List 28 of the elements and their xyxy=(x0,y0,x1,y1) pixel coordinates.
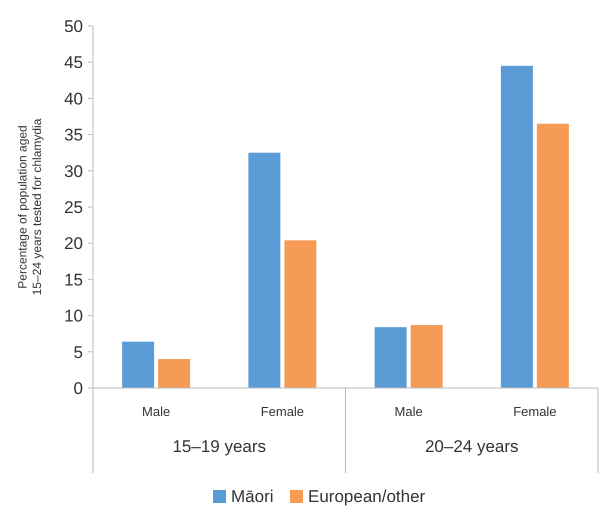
y-tick-label: 20 xyxy=(64,234,83,254)
y-tick-label: 0 xyxy=(74,378,83,398)
bar xyxy=(410,325,443,388)
text: 20–24 years xyxy=(424,437,519,456)
bar xyxy=(536,124,569,388)
y-tick-label: 15 xyxy=(64,270,83,290)
y-axis-title: Percentage of population aged 15–24 years tested for chlamydia xyxy=(15,118,44,296)
x-tick-label: Male xyxy=(394,404,423,419)
y-tick-label: 30 xyxy=(64,162,83,181)
bar xyxy=(374,327,407,388)
y-tick-label: 35 xyxy=(64,126,83,145)
y-tick-label: 10 xyxy=(64,306,83,326)
y-tick-label: 25 xyxy=(64,198,83,217)
x-tick-label: Female xyxy=(513,404,557,419)
y-tick-label: 50 xyxy=(64,16,83,36)
bar xyxy=(122,342,154,388)
bar xyxy=(284,240,316,388)
text: 15–19 years xyxy=(172,437,266,456)
bar xyxy=(158,359,190,388)
bar xyxy=(248,152,280,388)
y-tick-label: 40 xyxy=(64,89,83,108)
legend-label: European/other xyxy=(308,487,426,506)
bar xyxy=(500,66,533,388)
legend-label: Māori xyxy=(231,487,274,506)
y-tick-label: 5 xyxy=(74,342,83,362)
x-tick-label: Female xyxy=(260,404,304,419)
y-tick-label: 45 xyxy=(64,53,83,72)
x-tick-label: Male xyxy=(142,404,170,419)
